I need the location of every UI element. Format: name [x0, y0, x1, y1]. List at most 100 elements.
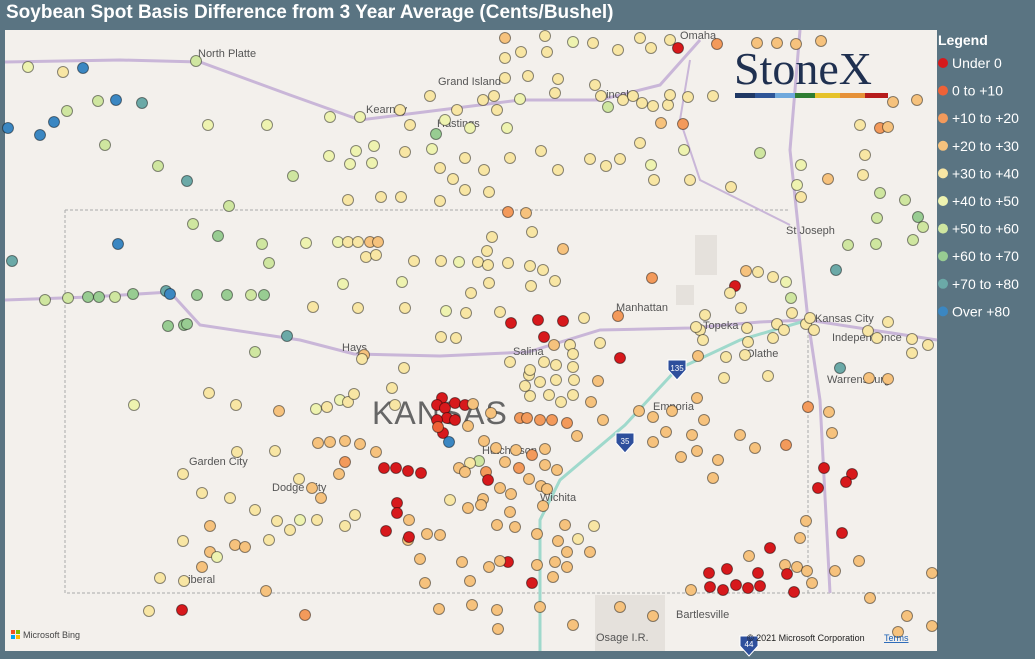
location-dot[interactable] — [662, 99, 674, 111]
location-dot[interactable] — [926, 567, 938, 579]
location-dot[interactable] — [549, 556, 561, 568]
location-dot[interactable] — [430, 128, 442, 140]
location-dot[interactable] — [567, 389, 579, 401]
location-dot[interactable] — [614, 153, 626, 165]
location-dot[interactable] — [780, 439, 792, 451]
location-dot[interactable] — [499, 52, 511, 64]
location-dot[interactable] — [882, 373, 894, 385]
location-dot[interactable] — [424, 90, 436, 102]
location-dot[interactable] — [177, 535, 189, 547]
location-dot[interactable] — [368, 140, 380, 152]
location-dot[interactable] — [223, 200, 235, 212]
location-dot[interactable] — [312, 437, 324, 449]
location-dot[interactable] — [804, 312, 816, 324]
location-dot[interactable] — [360, 251, 372, 263]
location-dot[interactable] — [917, 221, 929, 233]
location-dot[interactable] — [499, 32, 511, 44]
location-dot[interactable] — [510, 444, 522, 456]
location-dot[interactable] — [725, 181, 737, 193]
location-dot[interactable] — [485, 407, 497, 419]
location-dot[interactable] — [870, 238, 882, 250]
location-dot[interactable] — [859, 149, 871, 161]
location-dot[interactable] — [926, 620, 938, 632]
location-dot[interactable] — [93, 291, 105, 303]
location-dot[interactable] — [906, 333, 918, 345]
location-dot[interactable] — [734, 429, 746, 441]
location-dot[interactable] — [780, 276, 792, 288]
location-dot[interactable] — [466, 599, 478, 611]
location-dot[interactable] — [315, 492, 327, 504]
location-dot[interactable] — [231, 446, 243, 458]
location-dot[interactable] — [735, 302, 747, 314]
location-dot[interactable] — [434, 162, 446, 174]
location-dot[interactable] — [440, 305, 452, 317]
location-dot[interactable] — [444, 494, 456, 506]
location-dot[interactable] — [764, 542, 776, 554]
location-dot[interactable] — [395, 191, 407, 203]
location-dot[interactable] — [584, 546, 596, 558]
location-dot[interactable] — [594, 337, 606, 349]
location-dot[interactable] — [414, 553, 426, 565]
location-dot[interactable] — [752, 567, 764, 579]
location-dot[interactable] — [906, 347, 918, 359]
location-dot[interactable] — [822, 173, 834, 185]
location-dot[interactable] — [478, 435, 490, 447]
location-dot[interactable] — [555, 396, 567, 408]
location-dot[interactable] — [561, 561, 573, 573]
location-dot[interactable] — [829, 565, 841, 577]
location-dot[interactable] — [494, 306, 506, 318]
location-dot[interactable] — [874, 187, 886, 199]
location-dot[interactable] — [333, 468, 345, 480]
location-dot[interactable] — [110, 94, 122, 106]
location-dot[interactable] — [450, 332, 462, 344]
location-dot[interactable] — [636, 97, 648, 109]
location-dot[interactable] — [488, 90, 500, 102]
location-dot[interactable] — [483, 277, 495, 289]
location-dot[interactable] — [552, 164, 564, 176]
location-dot[interactable] — [477, 94, 489, 106]
location-dot[interactable] — [396, 276, 408, 288]
location-dot[interactable] — [221, 289, 233, 301]
location-dot[interactable] — [451, 104, 463, 116]
location-dot[interactable] — [584, 153, 596, 165]
location-dot[interactable] — [532, 314, 544, 326]
location-dot[interactable] — [664, 89, 676, 101]
location-dot[interactable] — [256, 238, 268, 250]
location-dot[interactable] — [682, 91, 694, 103]
location-dot[interactable] — [356, 353, 368, 365]
location-dot[interactable] — [300, 237, 312, 249]
location-dot[interactable] — [704, 581, 716, 593]
location-dot[interactable] — [539, 443, 551, 455]
location-dot[interactable] — [491, 604, 503, 616]
location-dot[interactable] — [742, 336, 754, 348]
location-dot[interactable] — [271, 515, 283, 527]
location-dot[interactable] — [612, 44, 624, 56]
location-dot[interactable] — [771, 37, 783, 49]
location-dot[interactable] — [435, 331, 447, 343]
location-dot[interactable] — [394, 104, 406, 116]
location-dot[interactable] — [342, 236, 354, 248]
location-dot[interactable] — [342, 396, 354, 408]
location-dot[interactable] — [698, 414, 710, 426]
location-dot[interactable] — [578, 312, 590, 324]
location-dot[interactable] — [456, 556, 468, 568]
location-dot[interactable] — [321, 401, 333, 413]
location-dot[interactable] — [524, 364, 536, 376]
location-dot[interactable] — [543, 389, 555, 401]
location-dot[interactable] — [354, 438, 366, 450]
location-dot[interactable] — [718, 372, 730, 384]
location-dot[interactable] — [534, 376, 546, 388]
location-dot[interactable] — [99, 139, 111, 151]
location-dot[interactable] — [380, 525, 392, 537]
location-dot[interactable] — [647, 436, 659, 448]
location-dot[interactable] — [561, 417, 573, 429]
location-dot[interactable] — [567, 348, 579, 360]
location-dot[interactable] — [882, 121, 894, 133]
location-dot[interactable] — [786, 307, 798, 319]
location-dot[interactable] — [92, 95, 104, 107]
location-dot[interactable] — [462, 502, 474, 514]
location-dot[interactable] — [515, 46, 527, 58]
location-dot[interactable] — [375, 191, 387, 203]
location-dot[interactable] — [513, 462, 525, 474]
location-dot[interactable] — [284, 524, 296, 536]
